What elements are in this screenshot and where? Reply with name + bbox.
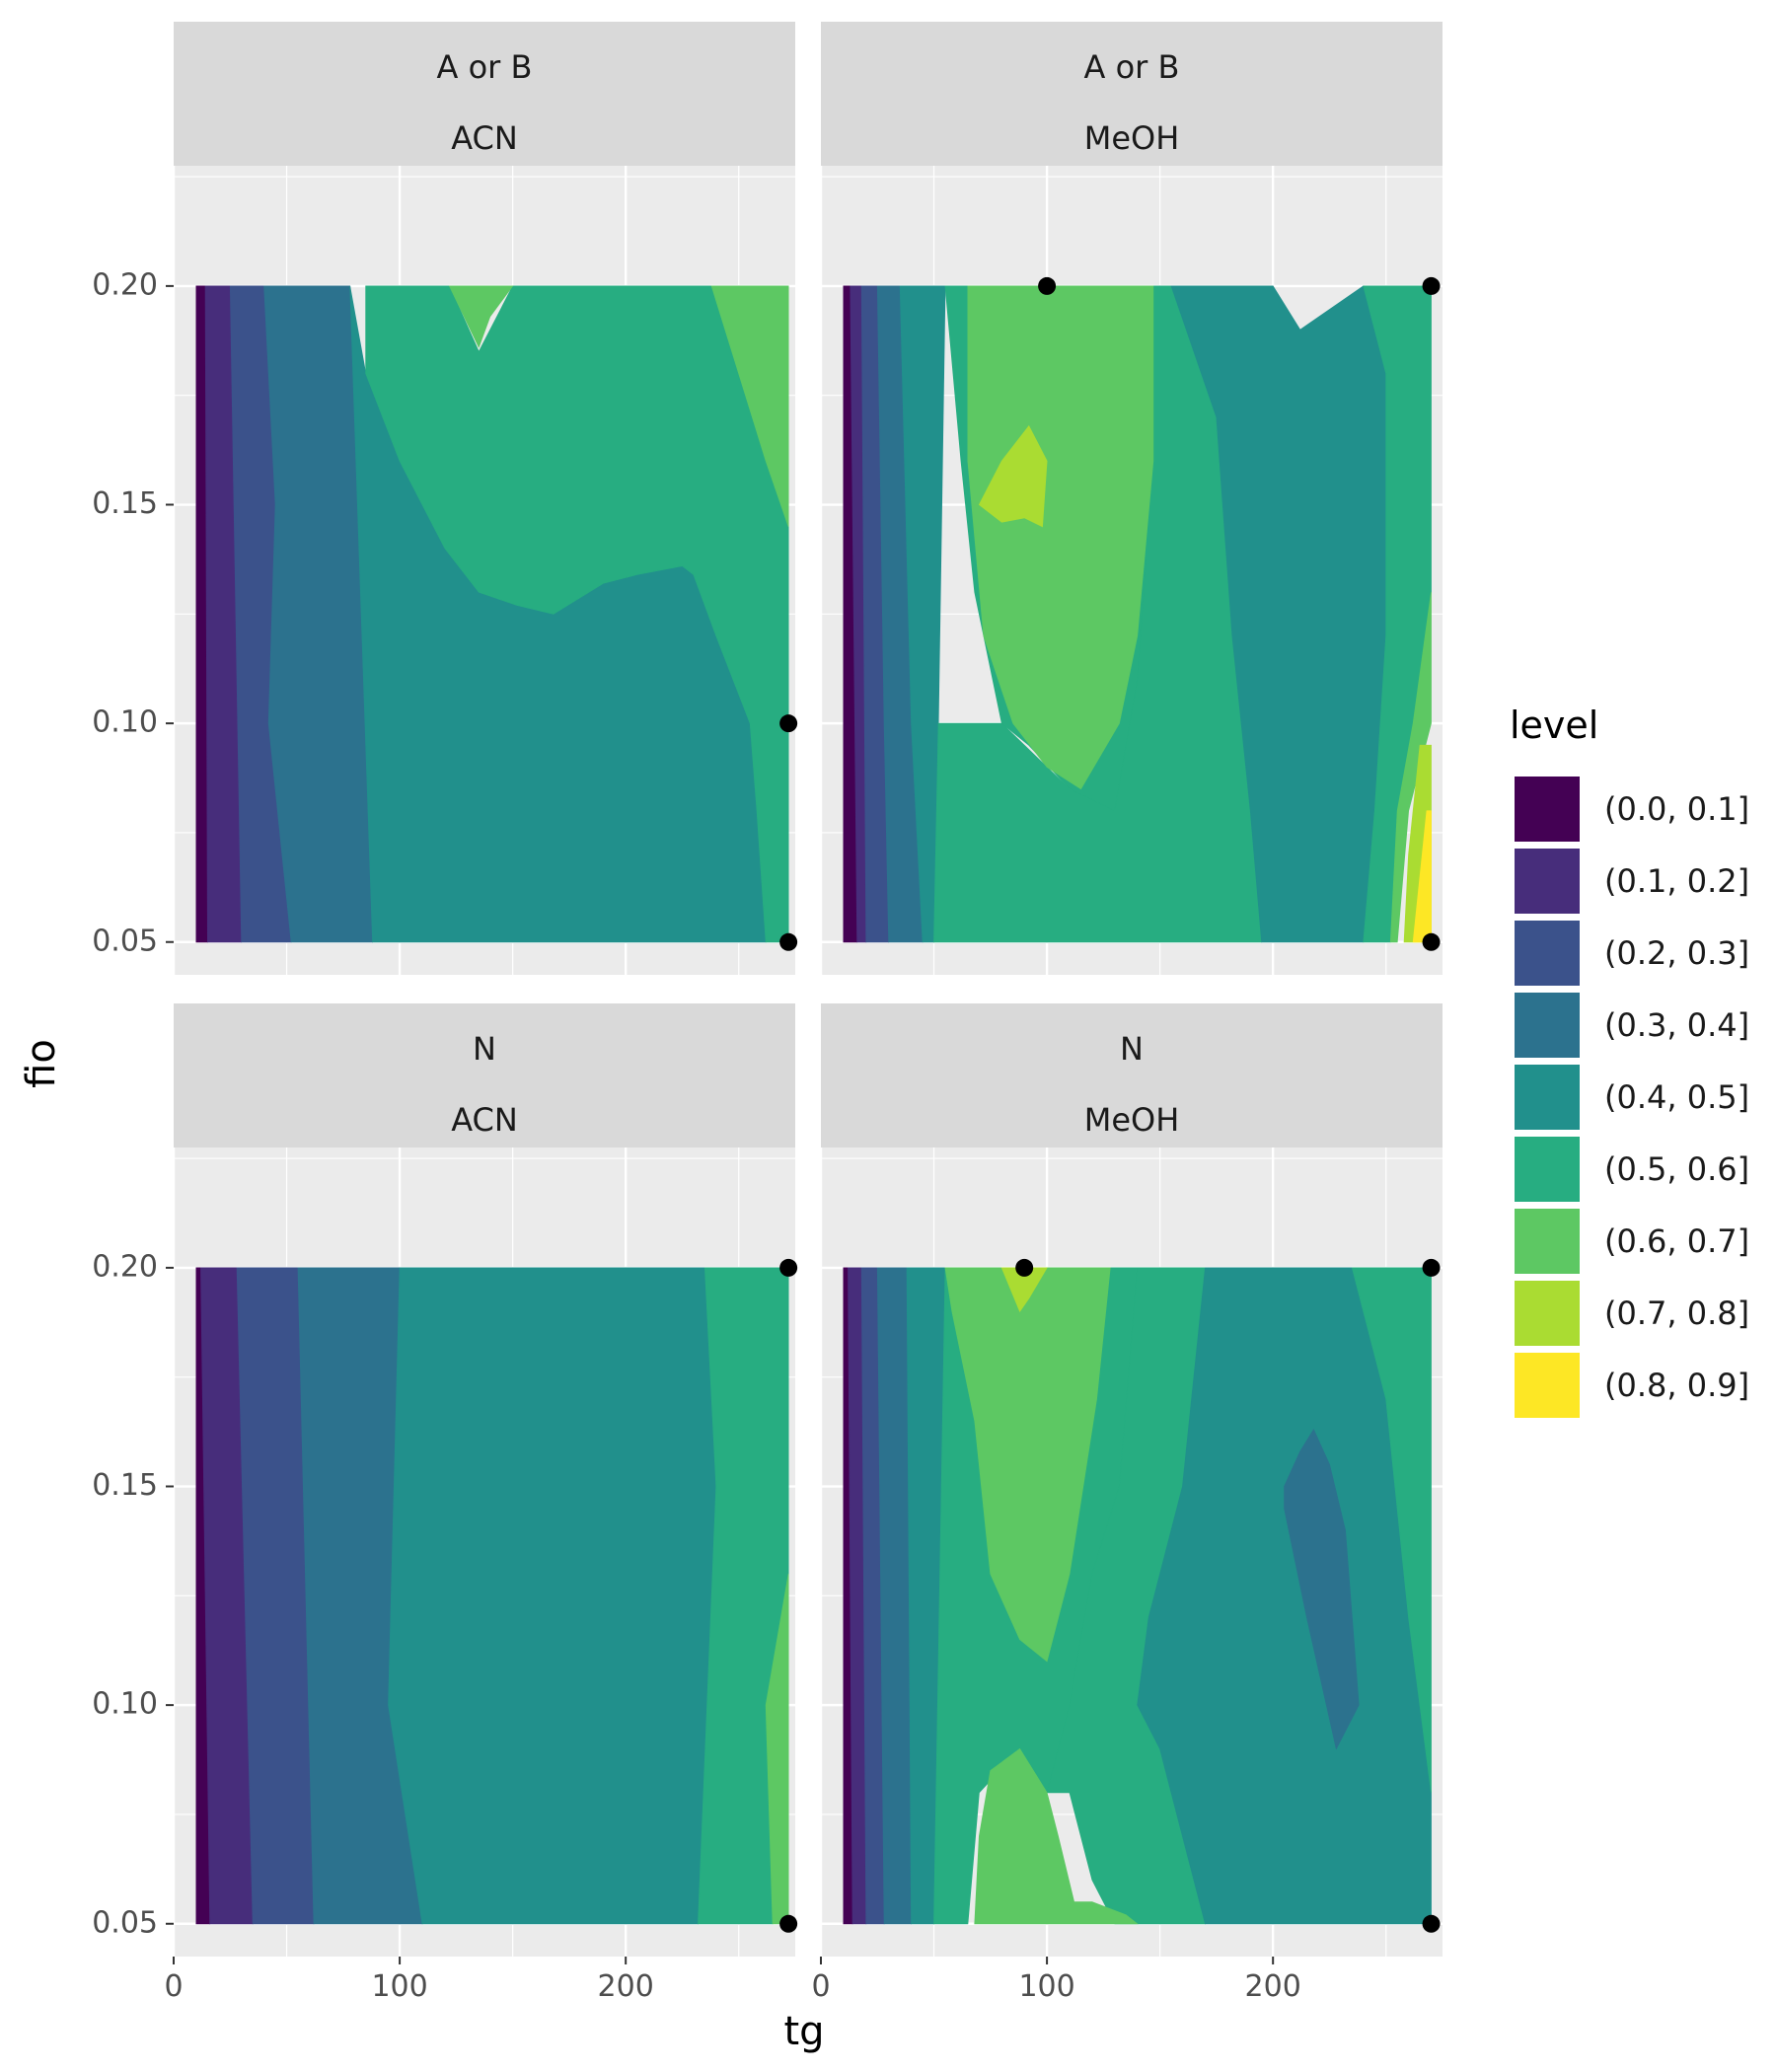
data-point bbox=[1422, 932, 1441, 951]
x-tick-label: 0 bbox=[811, 1969, 830, 2004]
legend-label: (0.6, 0.7] bbox=[1604, 1222, 1749, 1260]
contour-band-level-6 bbox=[710, 285, 789, 527]
contour-band-level-6 bbox=[1389, 592, 1432, 943]
data-point bbox=[779, 932, 798, 951]
data-point bbox=[779, 714, 798, 733]
y-tick-label: 0.20 bbox=[92, 1249, 158, 1284]
legend-key bbox=[1513, 1279, 1582, 1348]
legend-title: level bbox=[1510, 703, 1598, 747]
contour-regions bbox=[195, 1267, 789, 1925]
facet-strip-label: MeOH bbox=[1084, 1101, 1180, 1139]
y-tick-label: 0.05 bbox=[92, 1905, 158, 1940]
facet-strip bbox=[821, 1003, 1443, 1147]
contour-regions bbox=[195, 285, 789, 943]
contour-band-level-6 bbox=[448, 285, 514, 348]
contour-band-level-6 bbox=[974, 1747, 1139, 1925]
x-tick-label: 200 bbox=[598, 1969, 654, 2004]
facet-strip bbox=[174, 22, 795, 166]
contour-band-level-6 bbox=[944, 1267, 1111, 1663]
y-axis-label: fio bbox=[19, 1039, 64, 1088]
contour-band-level-3 bbox=[1284, 1429, 1360, 1750]
panel-4: N MeOH bbox=[819, 1003, 1443, 1957]
legend-key bbox=[1513, 919, 1582, 988]
facet-strip bbox=[174, 1003, 795, 1147]
facet-strip-label: A or B bbox=[1084, 48, 1180, 86]
x-tick-label: 100 bbox=[371, 1969, 427, 2004]
legend-key bbox=[1513, 847, 1582, 916]
legend-key bbox=[1513, 775, 1582, 844]
axes: 0.05 0.10 0.15 0.20 0.05 0.10 0.15 0.20 0 100 200 0… bbox=[92, 267, 1301, 2004]
legend-label: (0.5, 0.6] bbox=[1604, 1150, 1749, 1188]
facet-strip bbox=[821, 22, 1443, 166]
data-point bbox=[1422, 1914, 1441, 1933]
legend-label: (0.1, 0.2] bbox=[1604, 862, 1749, 900]
legend-key bbox=[1513, 1351, 1582, 1420]
data-point bbox=[779, 1258, 798, 1277]
contour-regions bbox=[843, 285, 1432, 943]
contour-band-level-7 bbox=[978, 424, 1048, 528]
contour-band-level-5 bbox=[1351, 1267, 1432, 1793]
y-tick-label: 0.15 bbox=[92, 1468, 158, 1503]
facet-strip-label: A or B bbox=[437, 48, 533, 86]
legend-label: (0.2, 0.3] bbox=[1604, 934, 1749, 972]
data-point bbox=[1422, 1258, 1441, 1277]
facet-strip-label: MeOH bbox=[1084, 119, 1180, 157]
legend: level (0.0, 0.1] (0.1, 0.2] (0.2, 0.3] (0.3… bbox=[1510, 703, 1749, 1420]
data-point bbox=[779, 1914, 798, 1933]
contour-band-level-5 bbox=[365, 285, 789, 943]
y-tick-label: 0.10 bbox=[92, 705, 158, 740]
legend-label: (0.7, 0.8] bbox=[1604, 1295, 1749, 1332]
facet-strip-label: N bbox=[1120, 1030, 1144, 1068]
legend-label: (0.4, 0.5] bbox=[1604, 1078, 1749, 1116]
facet-strip-label: N bbox=[473, 1030, 496, 1068]
y-tick-label: 0.15 bbox=[92, 486, 158, 521]
data-point bbox=[1015, 1258, 1034, 1277]
x-tick-label: 200 bbox=[1245, 1969, 1301, 2004]
panel-2: A or B MeOH bbox=[819, 22, 1443, 975]
y-tick-label: 0.10 bbox=[92, 1687, 158, 1722]
legend-key bbox=[1513, 1135, 1582, 1204]
y-tick-label: 0.05 bbox=[92, 924, 158, 958]
legend-label: (0.3, 0.4] bbox=[1604, 1006, 1749, 1044]
legend-label: (0.0, 0.1] bbox=[1604, 790, 1749, 828]
contour-band-level-3 bbox=[263, 285, 374, 943]
legend-key bbox=[1513, 991, 1582, 1060]
x-tick-label: 0 bbox=[164, 1969, 183, 2004]
x-axis-label: tg bbox=[783, 2009, 824, 2054]
y-tick-label: 0.20 bbox=[92, 267, 158, 302]
legend-key bbox=[1513, 1063, 1582, 1132]
legend-key bbox=[1513, 1207, 1582, 1276]
x-tick-label: 100 bbox=[1018, 1969, 1074, 2004]
contour-band-level-6 bbox=[765, 1574, 789, 1925]
contour-band-level-6 bbox=[967, 285, 1154, 790]
facet-strip-label: ACN bbox=[451, 1101, 518, 1139]
data-point bbox=[1422, 276, 1441, 295]
panel-3: N ACN bbox=[172, 1003, 798, 1957]
facet-panels: A or B ACN A or B MeOH N ACN N MeOH bbox=[172, 22, 1443, 1957]
contour-band-level-4 bbox=[388, 1267, 717, 1925]
panel-1: A or B ACN bbox=[172, 22, 798, 975]
facet-strip-label: ACN bbox=[451, 119, 518, 157]
data-point bbox=[1038, 276, 1057, 295]
contour-regions bbox=[843, 1267, 1432, 1925]
legend-label: (0.8, 0.9] bbox=[1604, 1367, 1749, 1404]
